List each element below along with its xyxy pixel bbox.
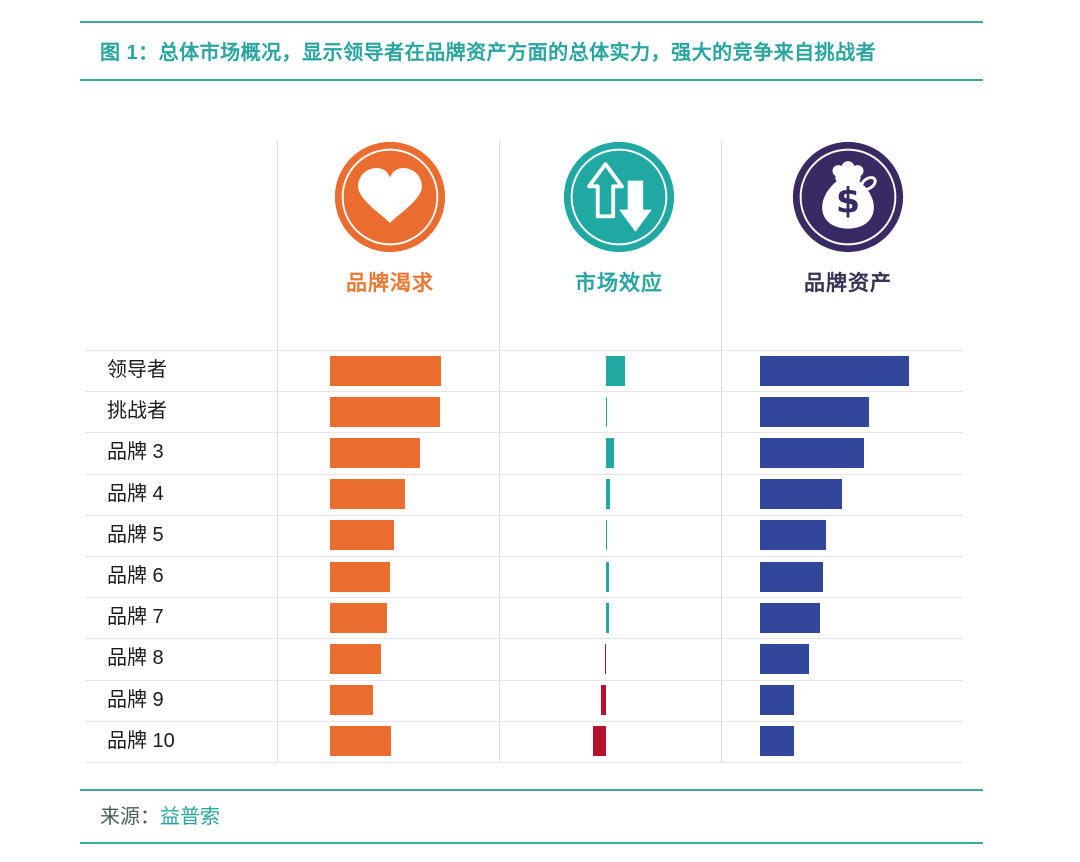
- row-label: 品牌 4: [107, 482, 164, 505]
- row-separator-line: [85, 597, 963, 599]
- row-separator-line: [85, 350, 963, 351]
- row-separator-line: [85, 514, 963, 516]
- equity-bar: [760, 602, 820, 633]
- money-bag-icon: $: [792, 141, 904, 253]
- row-separator-line: [85, 762, 963, 763]
- equity-bar: [760, 479, 842, 510]
- effect-bar: [606, 479, 610, 510]
- equity-bar: [760, 396, 869, 427]
- desire-bar: [330, 561, 390, 592]
- up-down-arrows-icon: [563, 141, 675, 253]
- top-divider: [80, 21, 983, 23]
- effect-bar: [606, 438, 614, 468]
- equity-bar: [760, 438, 865, 468]
- source-bottom-divider: [80, 842, 983, 844]
- column-header-brand-desire: 品牌渴求: [270, 139, 510, 297]
- desire-bar: [330, 644, 382, 674]
- source-prefix: 来源：: [100, 806, 160, 828]
- desire-bar: [330, 520, 395, 551]
- row-label: 品牌 5: [107, 523, 164, 546]
- effect-bar: [606, 602, 610, 633]
- column-header-market-effect: 市场效应: [499, 139, 739, 297]
- desire-bar: [330, 438, 420, 468]
- row-label: 品牌 10: [107, 729, 175, 752]
- column-label-market-effect: 市场效应: [575, 272, 663, 295]
- equity-bar: [760, 355, 909, 386]
- row-label: 品牌 6: [107, 565, 164, 587]
- source-line: 来源：益普索: [100, 800, 220, 829]
- effect-bar: [606, 520, 607, 551]
- effect-bar: [606, 561, 610, 592]
- row-label: 品牌 8: [107, 647, 164, 670]
- row-separator-line: [85, 720, 963, 722]
- effect-bar: [605, 644, 606, 674]
- desire-bar: [330, 396, 440, 427]
- effect-bar: [601, 685, 606, 716]
- desire-bar: [330, 355, 441, 386]
- equity-bar: [760, 561, 823, 592]
- row-separator-line: [85, 432, 963, 434]
- svg-text:$: $: [836, 181, 860, 221]
- column-label-brand-equity: 品牌资产: [804, 272, 892, 295]
- source-top-divider: [80, 789, 983, 791]
- row-separator-line: [85, 679, 963, 681]
- heart-icon: [334, 141, 446, 253]
- title-bottom-divider: [80, 79, 983, 81]
- desire-bar: [330, 685, 374, 716]
- row-separator-line: [85, 638, 963, 640]
- equity-bar: [760, 520, 826, 551]
- row-label: 品牌 9: [107, 688, 164, 711]
- equity-bar: [760, 644, 810, 674]
- equity-bar: [760, 685, 795, 716]
- row-label: 挑战者: [107, 400, 167, 423]
- row-separator-line: [85, 556, 963, 557]
- desire-bar: [330, 602, 387, 633]
- source-name: 益普索: [160, 806, 220, 828]
- effect-bar: [606, 355, 625, 386]
- row-separator-line: [85, 391, 963, 393]
- column-divider-line: [277, 140, 278, 762]
- column-label-brand-desire: 品牌渴求: [346, 272, 434, 295]
- effect-bar: [593, 726, 606, 757]
- column-divider-line: [499, 140, 500, 762]
- equity-bar: [760, 726, 795, 757]
- column-divider-line: [721, 140, 722, 762]
- row-label: 品牌 3: [107, 441, 164, 464]
- column-header-brand-equity: $ 品牌资产: [728, 139, 968, 297]
- desire-bar: [330, 479, 406, 510]
- row-separator-line: [85, 473, 963, 475]
- figure-title: 图 1：总体市场概况，显示领导者在品牌资产方面的总体实力，强大的竞争来自挑战者: [100, 42, 877, 64]
- desire-bar: [330, 726, 392, 757]
- row-label: 领导者: [107, 359, 167, 381]
- row-label: 品牌 7: [107, 606, 164, 629]
